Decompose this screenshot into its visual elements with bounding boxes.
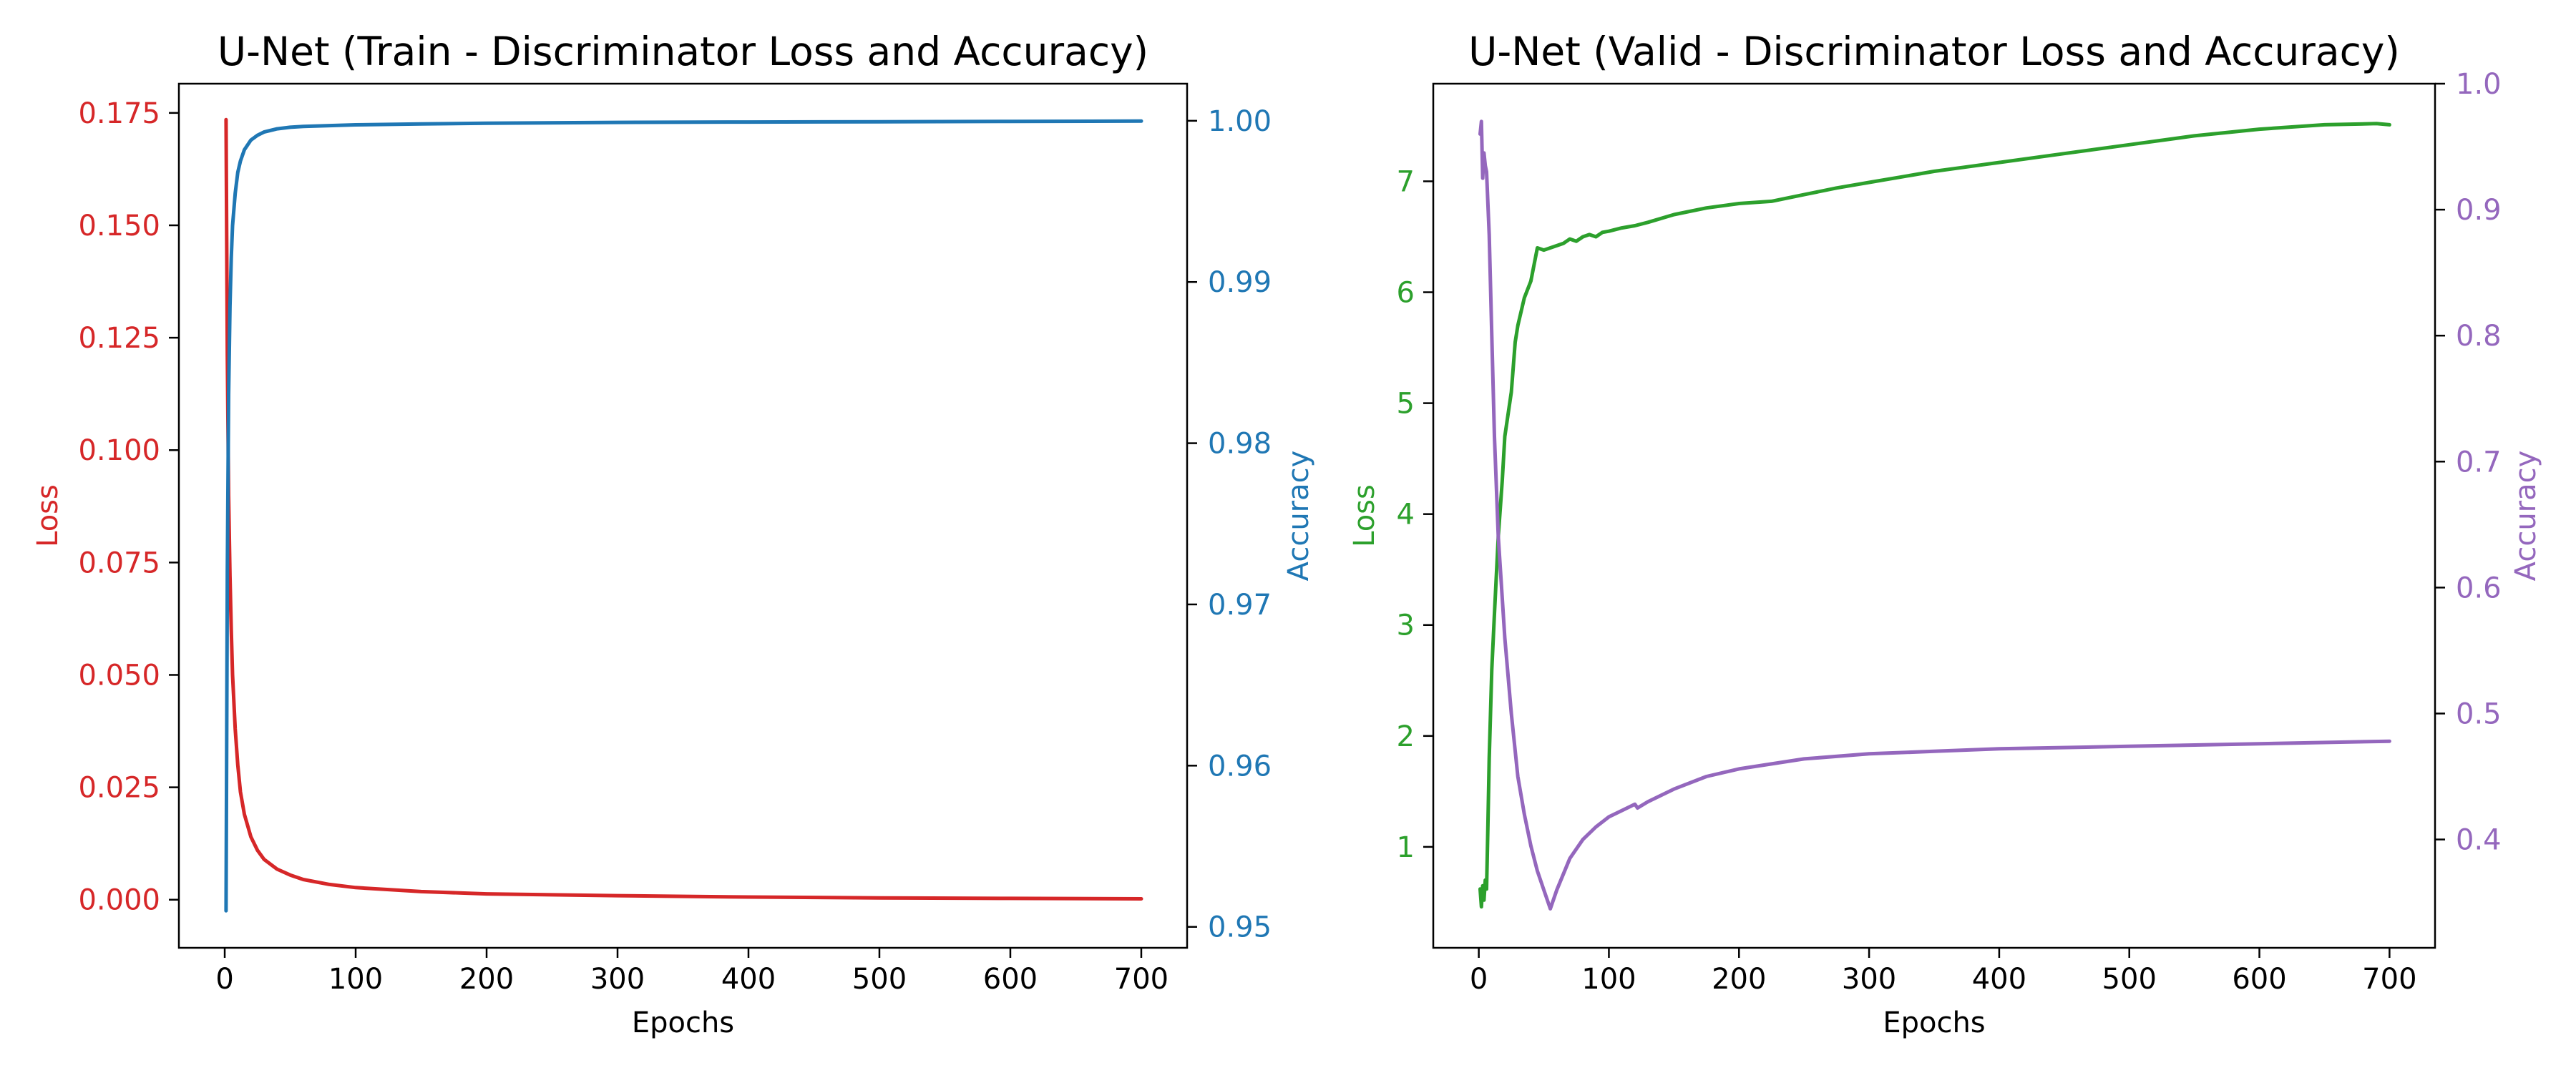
x-tick-label: 400: [721, 963, 776, 996]
chart-train: U-Net (Train - Discriminator Loss and Ac…: [31, 29, 1315, 1039]
right-y-tick-label: 0.8: [2456, 320, 2502, 353]
plot-frame: [1432, 82, 2436, 949]
x-axis-label: Epochs: [1883, 1006, 1985, 1039]
x-tick-label: 500: [852, 963, 907, 996]
left-y-tick-label: 3: [1397, 609, 1415, 642]
left-y-axis-label: Loss: [31, 484, 64, 547]
right-y-tick-label: 0.6: [2456, 572, 2502, 604]
series-line-accuracy: [1478, 119, 2391, 911]
chart-title: U-Net (Valid - Discriminator Loss and Ac…: [1468, 29, 2400, 74]
left-y-tick-label: 0.100: [78, 434, 160, 467]
x-tick-label: 0: [1470, 963, 1488, 996]
x-tick-label: 300: [1842, 963, 1896, 996]
right-y-axis-label: Accuracy: [1282, 451, 1315, 582]
x-tick-label: 200: [1712, 963, 1766, 996]
left-y-tick-label: 0.125: [78, 322, 160, 355]
left-y-tick-label: 0.175: [78, 97, 160, 130]
left-y-tick-label: 2: [1397, 720, 1415, 753]
x-tick-label: 0: [215, 963, 233, 996]
right-y-tick-label: 0.7: [2456, 446, 2502, 479]
right-y-tick-label: 0.95: [1208, 911, 1272, 944]
x-tick-label: 600: [983, 963, 1038, 996]
right-y-tick-label: 0.4: [2456, 824, 2502, 857]
x-tick-label: 300: [590, 963, 645, 996]
x-tick-label: 700: [1114, 963, 1169, 996]
x-tick-label: 500: [2102, 963, 2157, 996]
series-line-loss: [224, 117, 1143, 901]
left-y-tick-label: 6: [1397, 277, 1415, 310]
left-y-tick-label: 4: [1397, 499, 1415, 531]
right-y-tick-label: 0.96: [1208, 750, 1272, 783]
left-y-tick-label: 0.025: [78, 772, 160, 805]
x-tick-label: 100: [328, 963, 383, 996]
left-y-tick-label: 7: [1397, 165, 1415, 198]
right-y-tick-label: 1.00: [1208, 105, 1272, 138]
left-y-tick-label: 0.000: [78, 884, 160, 917]
left-y-tick-label: 0.075: [78, 547, 160, 579]
right-y-tick-label: 0.97: [1208, 589, 1272, 622]
right-y-tick-label: 0.5: [2456, 697, 2502, 730]
x-tick-label: 400: [1972, 963, 2026, 996]
right-y-tick-label: 1.0: [2456, 68, 2502, 101]
series-line-loss: [1478, 122, 2391, 909]
x-tick-label: 700: [2362, 963, 2416, 996]
series-line-accuracy: [224, 119, 1143, 913]
x-tick-label: 100: [1581, 963, 1636, 996]
left-y-tick-label: 5: [1397, 388, 1415, 421]
right-y-tick-label: 0.99: [1208, 266, 1272, 299]
chart-title: U-Net (Train - Discriminator Loss and Ac…: [218, 29, 1148, 74]
right-y-tick-label: 0.9: [2456, 194, 2502, 227]
x-tick-label: 600: [2232, 963, 2286, 996]
x-tick-label: 200: [459, 963, 514, 996]
left-y-axis-label: Loss: [1348, 484, 1381, 547]
plot-frame: [177, 82, 1189, 949]
chart-valid: U-Net (Valid - Discriminator Loss and Ac…: [1348, 29, 2542, 1039]
right-y-tick-label: 0.98: [1208, 428, 1272, 461]
right-y-axis-label: Accuracy: [2509, 451, 2542, 582]
x-axis-label: Epochs: [632, 1006, 734, 1039]
left-y-tick-label: 0.050: [78, 659, 160, 692]
left-y-tick-label: 0.150: [78, 210, 160, 242]
left-y-tick-label: 1: [1397, 831, 1415, 864]
